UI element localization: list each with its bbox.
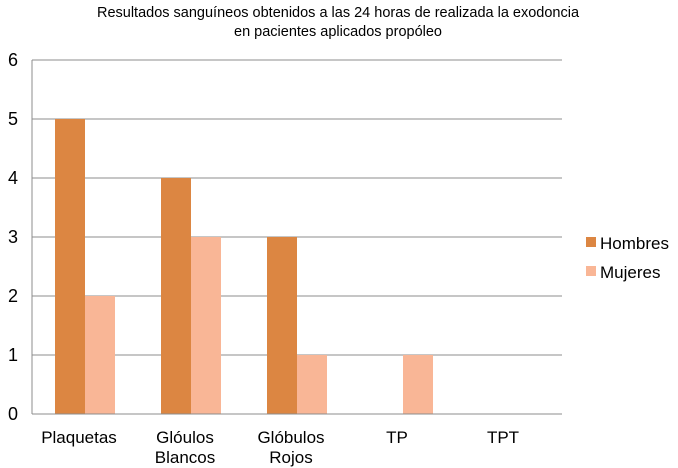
bar-mujeres-1 xyxy=(191,237,221,414)
axes xyxy=(31,60,562,415)
bar-hombres-0 xyxy=(55,119,85,414)
x-category-label: TPT xyxy=(487,428,519,447)
legend-swatch-mujeres xyxy=(586,266,596,276)
bar-hombres-2 xyxy=(267,237,297,414)
x-category-label: TP xyxy=(386,428,408,447)
legend: Hombres Mujeres xyxy=(586,234,669,282)
bar-hombres-1 xyxy=(161,178,191,414)
x-category-label: Rojos xyxy=(269,448,312,467)
x-category-label: Blancos xyxy=(155,448,215,467)
legend-label-mujeres: Mujeres xyxy=(600,263,660,282)
y-axis-ticks: 0 1 2 3 4 5 6 xyxy=(8,50,18,424)
y-tick-label: 2 xyxy=(8,286,18,306)
x-category-label: Glóbulos xyxy=(257,428,324,447)
chart-title-line-1: Resultados sanguíneos obtenidos a las 24… xyxy=(97,5,580,21)
bar-mujeres-2 xyxy=(297,355,327,414)
y-tick-label: 4 xyxy=(8,168,18,188)
x-category-label: Plaquetas xyxy=(41,428,117,447)
legend-label-hombres: Hombres xyxy=(600,234,669,253)
bar-mujeres-0 xyxy=(85,296,115,414)
y-tick-label: 0 xyxy=(8,404,18,424)
y-tick-label: 5 xyxy=(8,109,18,129)
y-tick-label: 6 xyxy=(8,50,18,70)
bar-mujeres-3 xyxy=(403,355,433,414)
y-tick-label: 3 xyxy=(8,227,18,247)
legend-swatch-hombres xyxy=(586,237,596,247)
chart-title-line-2: en pacientes aplicados propóleo xyxy=(234,24,442,40)
y-tick-label: 1 xyxy=(8,345,18,365)
x-category-label: Glóulos xyxy=(156,428,214,447)
bars xyxy=(55,119,433,414)
